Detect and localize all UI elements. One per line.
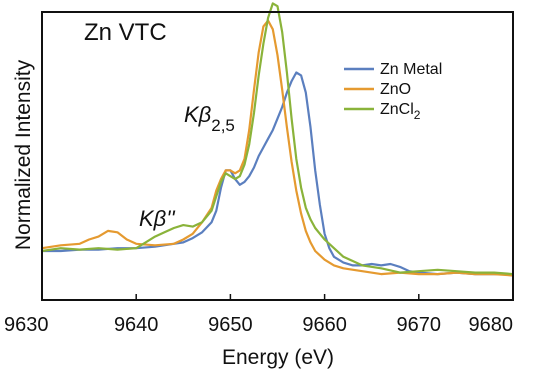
legend-label-zn-metal: Zn Metal (380, 61, 442, 78)
annotation-kbeta-double-prime-text: Kβ'' (139, 206, 175, 231)
svg-text:Kβ2,5: Kβ2,5 (184, 102, 235, 135)
x-tick-label: 9630 (4, 314, 49, 336)
series-layer (41, 2, 514, 277)
legend-label-zncl2: ZnCl2 (380, 101, 421, 122)
series-line-zn-metal (42, 71, 513, 276)
y-axis-label: Normalized Intensity (12, 59, 35, 250)
series-line-zno (41, 19, 514, 277)
annotation-kbeta-double-prime: Kβ'' (139, 206, 175, 231)
plot-frame (41, 11, 514, 301)
legend: Zn Metal ZnO ZnCl2 (344, 61, 442, 122)
chart-title: Zn VTC (84, 19, 167, 46)
annotation-kbeta-2-5-sub: 2,5 (211, 116, 235, 135)
series-line-zncl2 (41, 2, 514, 276)
annotation-kbeta-2-5-main: Kβ (184, 102, 212, 127)
annotation-kbeta-2-5: Kβ2,5 (184, 102, 235, 135)
x-tick-label: 9650 (208, 314, 253, 336)
x-tick-label: 9640 (114, 314, 159, 336)
x-axis-ticks: 9630 9640 9650 9660 9670 9680 (4, 294, 514, 336)
x-tick-label: 9670 (397, 314, 442, 336)
x-tick-label: 9660 (302, 314, 347, 336)
legend-label-zno: ZnO (380, 81, 411, 98)
x-axis-label: Energy (eV) (222, 346, 334, 369)
x-tick-label: 9680 (469, 314, 514, 336)
